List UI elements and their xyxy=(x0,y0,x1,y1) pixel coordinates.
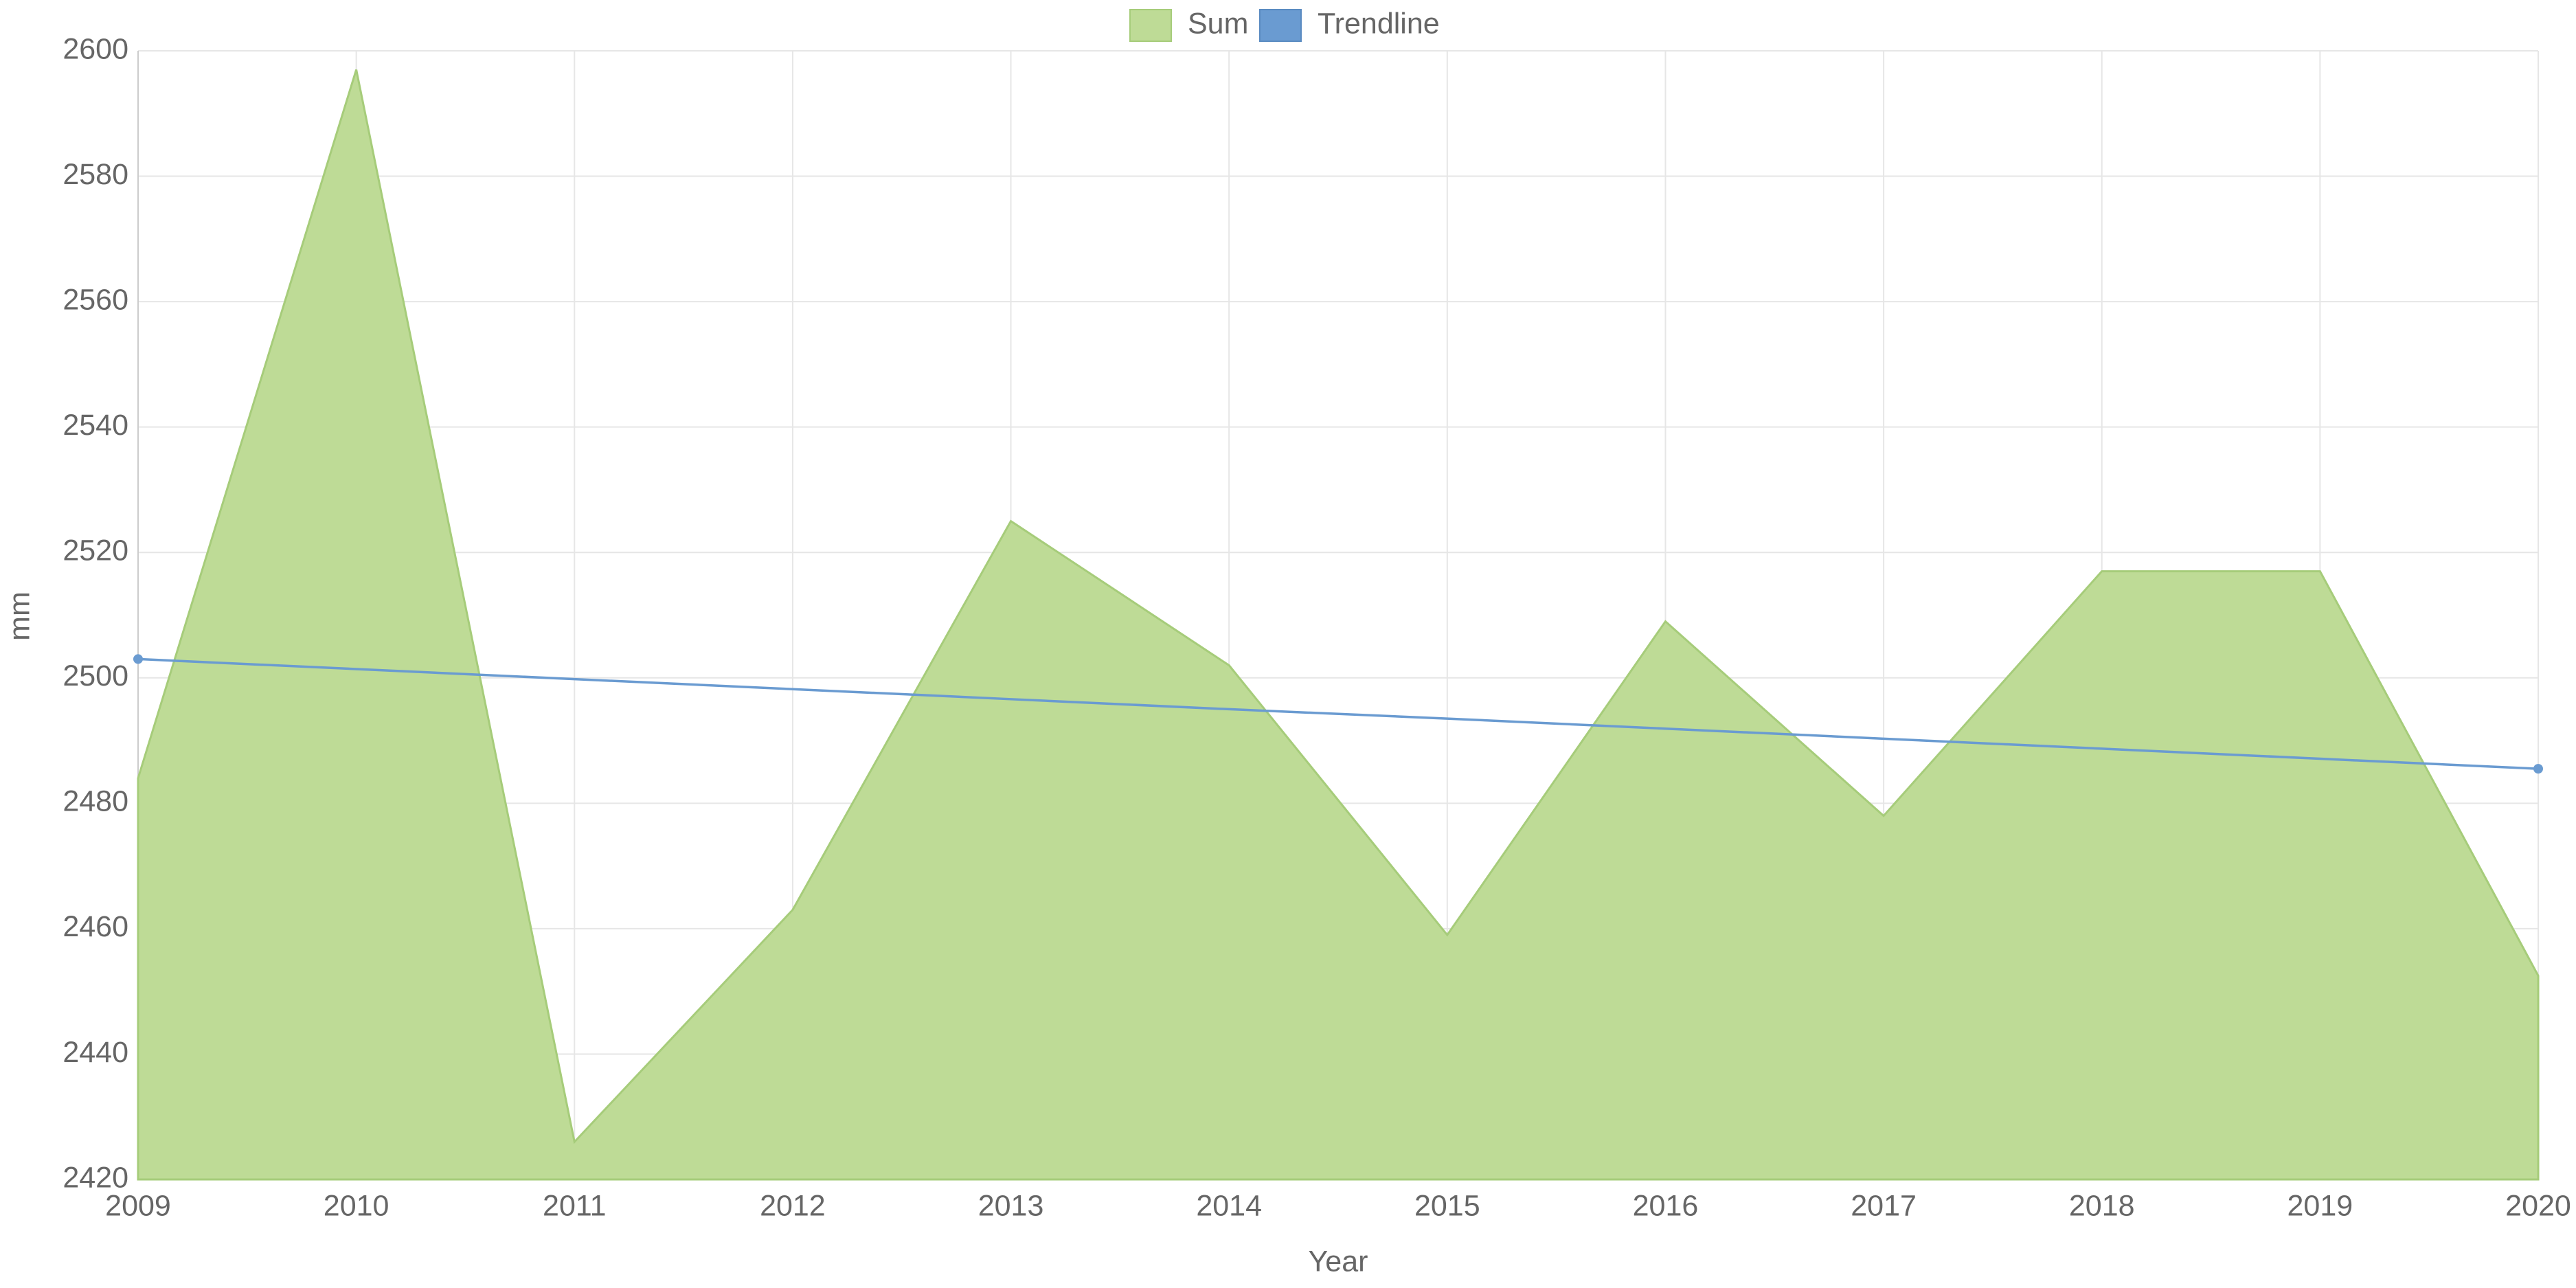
y-tick-label: 2580 xyxy=(63,158,128,191)
y-tick-label: 2560 xyxy=(63,283,128,316)
y-tick-label: 2480 xyxy=(63,785,128,818)
x-tick-label: 2009 xyxy=(105,1189,171,1222)
area xyxy=(137,69,2540,1181)
y-tick-label: 2440 xyxy=(63,1036,128,1069)
x-tick-label: 2015 xyxy=(1414,1189,1480,1222)
y-tick-label: 2500 xyxy=(63,659,128,692)
y-tick-label: 2460 xyxy=(63,910,128,943)
x-tick-label: 2019 xyxy=(2287,1189,2353,1222)
trend-point xyxy=(2533,764,2543,774)
y-tick-label: 2600 xyxy=(63,32,128,65)
trend-point xyxy=(133,654,143,664)
x-tick-label: 2014 xyxy=(1196,1189,1262,1222)
x-tick-label: 2012 xyxy=(760,1189,826,1222)
y-tick-label: 2540 xyxy=(63,409,128,442)
y-axis-label: mm xyxy=(3,591,36,641)
y-tick-label: 2520 xyxy=(63,534,128,567)
legend-label: Sum xyxy=(1188,7,1248,40)
x-tick-label: 2017 xyxy=(1851,1189,1917,1222)
x-axis-label: Year xyxy=(1309,1245,1368,1278)
y-tick-label: 2420 xyxy=(63,1161,128,1194)
x-tick-label: 2016 xyxy=(1633,1189,1699,1222)
x-tick-label: 2010 xyxy=(324,1189,389,1222)
legend-label: Trendline xyxy=(1318,7,1440,40)
legend-swatch xyxy=(1259,9,1302,42)
x-tick-label: 2011 xyxy=(543,1189,606,1222)
legend-swatch xyxy=(1129,9,1172,42)
x-tick-label: 2013 xyxy=(978,1189,1044,1222)
trend-line xyxy=(137,657,2539,770)
x-tick-label: 2020 xyxy=(2505,1189,2571,1222)
x-tick-label: 2018 xyxy=(2069,1189,2135,1222)
